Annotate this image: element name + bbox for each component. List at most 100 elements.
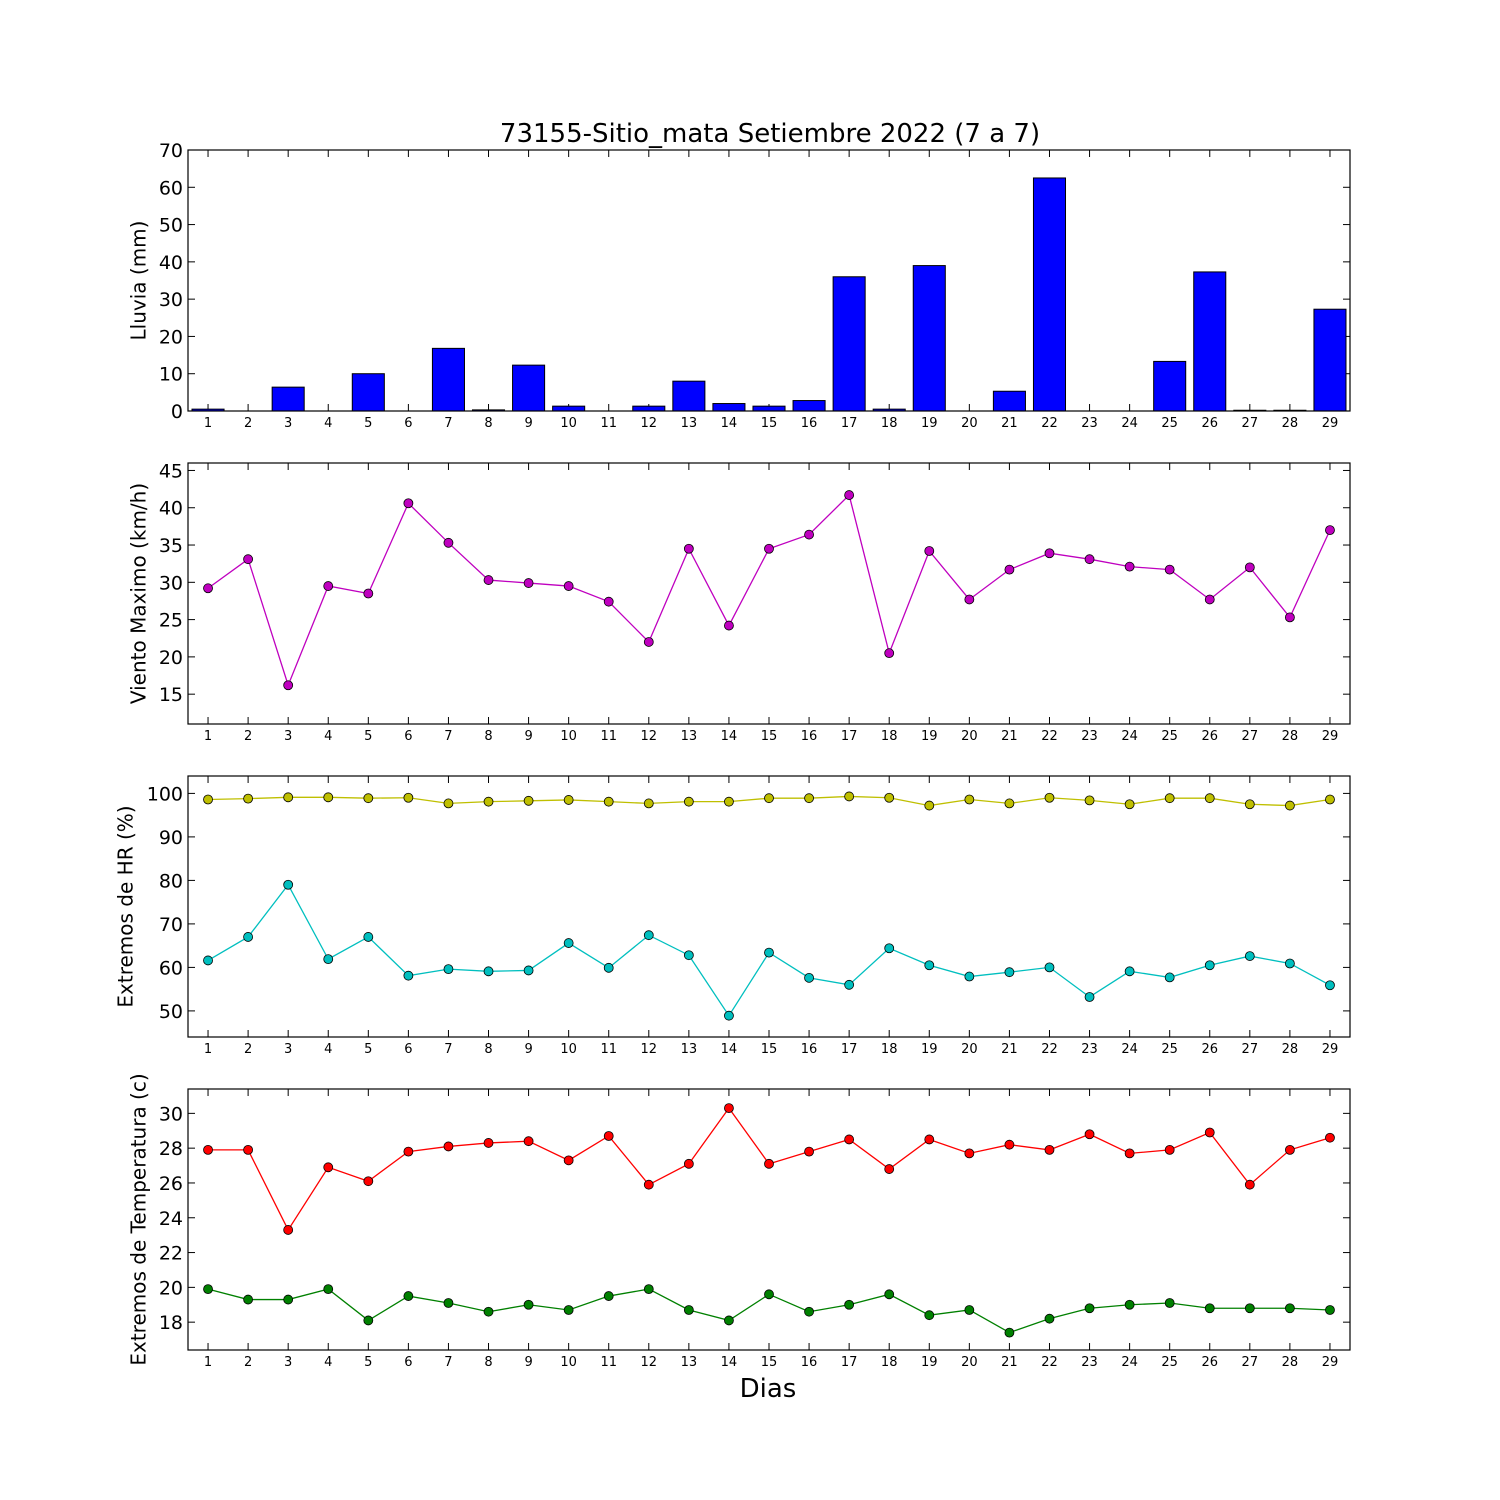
x-tick-label: 21 xyxy=(1001,729,1018,744)
x-tick-label: 27 xyxy=(1242,416,1259,431)
data-point xyxy=(403,970,414,981)
x-tick-label: 5 xyxy=(364,1355,372,1370)
data-point xyxy=(483,1306,494,1317)
x-tick-label: 25 xyxy=(1161,1355,1178,1370)
x-tick-label: 24 xyxy=(1121,1355,1138,1370)
x-tick-label: 12 xyxy=(641,1355,658,1370)
data-point xyxy=(603,596,614,607)
data-point xyxy=(363,588,374,599)
data-point xyxy=(1164,972,1175,983)
data-point xyxy=(643,637,654,647)
bar xyxy=(512,364,546,412)
x-tick-label: 23 xyxy=(1081,1042,1098,1057)
data-point xyxy=(1204,1127,1215,1138)
x-tick-label: 11 xyxy=(600,729,617,744)
data-point xyxy=(724,1315,734,1326)
x-tick-label: 5 xyxy=(364,1042,372,1057)
bar xyxy=(431,347,465,412)
x-tick-label: 15 xyxy=(761,416,778,431)
x-tick-label: 3 xyxy=(284,416,292,431)
data-point xyxy=(764,543,774,554)
data-point xyxy=(283,1225,294,1235)
bar xyxy=(632,405,666,412)
y-axis-label: Extremos de Temperatura (c) xyxy=(127,1073,151,1365)
data-point xyxy=(1004,1327,1015,1338)
data-point xyxy=(323,792,334,803)
data-point xyxy=(1004,564,1015,575)
x-tick-label: 17 xyxy=(841,1042,858,1057)
y-tick-label: 18 xyxy=(159,1312,183,1334)
data-point xyxy=(403,792,414,803)
y-tick-label: 30 xyxy=(159,1103,183,1125)
data-point xyxy=(523,1299,534,1310)
data-point xyxy=(323,1284,334,1294)
x-tick-label: 8 xyxy=(484,1355,492,1370)
x-tick-label: 14 xyxy=(721,416,738,431)
x-tick-label: 7 xyxy=(444,1355,452,1370)
x-tick-label: 26 xyxy=(1201,416,1218,431)
x-tick-label: 7 xyxy=(444,729,452,744)
x-tick-label: 1 xyxy=(204,1355,212,1370)
bar xyxy=(832,276,866,412)
x-tick-label: 13 xyxy=(681,416,698,431)
x-tick-label: 21 xyxy=(1001,1355,1018,1370)
data-point xyxy=(924,800,935,811)
y-tick-label: 50 xyxy=(159,215,183,237)
y-tick-label: 45 xyxy=(159,460,183,482)
data-point xyxy=(1244,951,1255,961)
data-point xyxy=(1124,799,1135,810)
x-tick-label: 20 xyxy=(961,416,978,431)
x-tick-label: 6 xyxy=(404,1042,412,1057)
x-tick-label: 16 xyxy=(801,1042,818,1057)
x-tick-label: 16 xyxy=(801,729,818,744)
x-tick-label: 7 xyxy=(444,416,452,431)
x-tick-label: 21 xyxy=(1001,1042,1018,1057)
x-tick-label: 12 xyxy=(641,1042,658,1057)
x-tick-label: 8 xyxy=(484,416,492,431)
data-point xyxy=(884,943,895,954)
x-tick-label: 23 xyxy=(1081,729,1098,744)
x-tick-label: 1 xyxy=(204,1042,212,1057)
y-tick-label: 25 xyxy=(159,610,183,632)
data-point xyxy=(1044,962,1055,973)
y-tick-label: 15 xyxy=(159,684,183,706)
x-tick-label: 4 xyxy=(324,416,332,431)
x-tick-label: 20 xyxy=(961,729,978,744)
y-tick-label: 26 xyxy=(159,1173,183,1195)
x-tick-label: 7 xyxy=(444,1042,452,1057)
y-tick-label: 30 xyxy=(159,572,183,594)
data-point xyxy=(1325,525,1335,536)
series-line xyxy=(208,1107,1331,1232)
x-tick-label: 25 xyxy=(1161,729,1178,744)
x-tick-label: 18 xyxy=(881,416,898,431)
data-point xyxy=(523,578,534,588)
bar xyxy=(1153,360,1187,412)
data-point xyxy=(964,594,975,605)
data-point xyxy=(884,792,895,803)
x-tick-label: 15 xyxy=(761,1042,778,1057)
data-point xyxy=(483,1138,494,1148)
data-point xyxy=(764,1289,774,1300)
x-tick-label: 13 xyxy=(681,1042,698,1057)
x-tick-label: 10 xyxy=(560,1042,577,1057)
plot-frame xyxy=(187,149,1351,412)
data-point xyxy=(283,792,294,803)
data-point xyxy=(764,947,774,958)
y-tick-label: 20 xyxy=(159,326,183,348)
y-tick-label: 24 xyxy=(159,1208,183,1230)
y-axis-label: Lluvia (mm) xyxy=(127,221,151,341)
data-point xyxy=(203,794,213,805)
x-tick-label: 3 xyxy=(284,729,292,744)
y-axis-label: Extremos de HR (%) xyxy=(114,805,138,1007)
x-tick-label: 14 xyxy=(721,1355,738,1370)
x-tick-label: 12 xyxy=(641,416,658,431)
data-point xyxy=(643,798,654,809)
x-tick-label: 11 xyxy=(600,416,617,431)
data-point xyxy=(1004,967,1015,978)
data-point xyxy=(563,938,574,948)
x-tick-label: 28 xyxy=(1282,729,1299,744)
x-tick-label: 22 xyxy=(1041,1355,1058,1370)
x-tick-label: 2 xyxy=(244,729,252,744)
data-point xyxy=(924,960,935,971)
